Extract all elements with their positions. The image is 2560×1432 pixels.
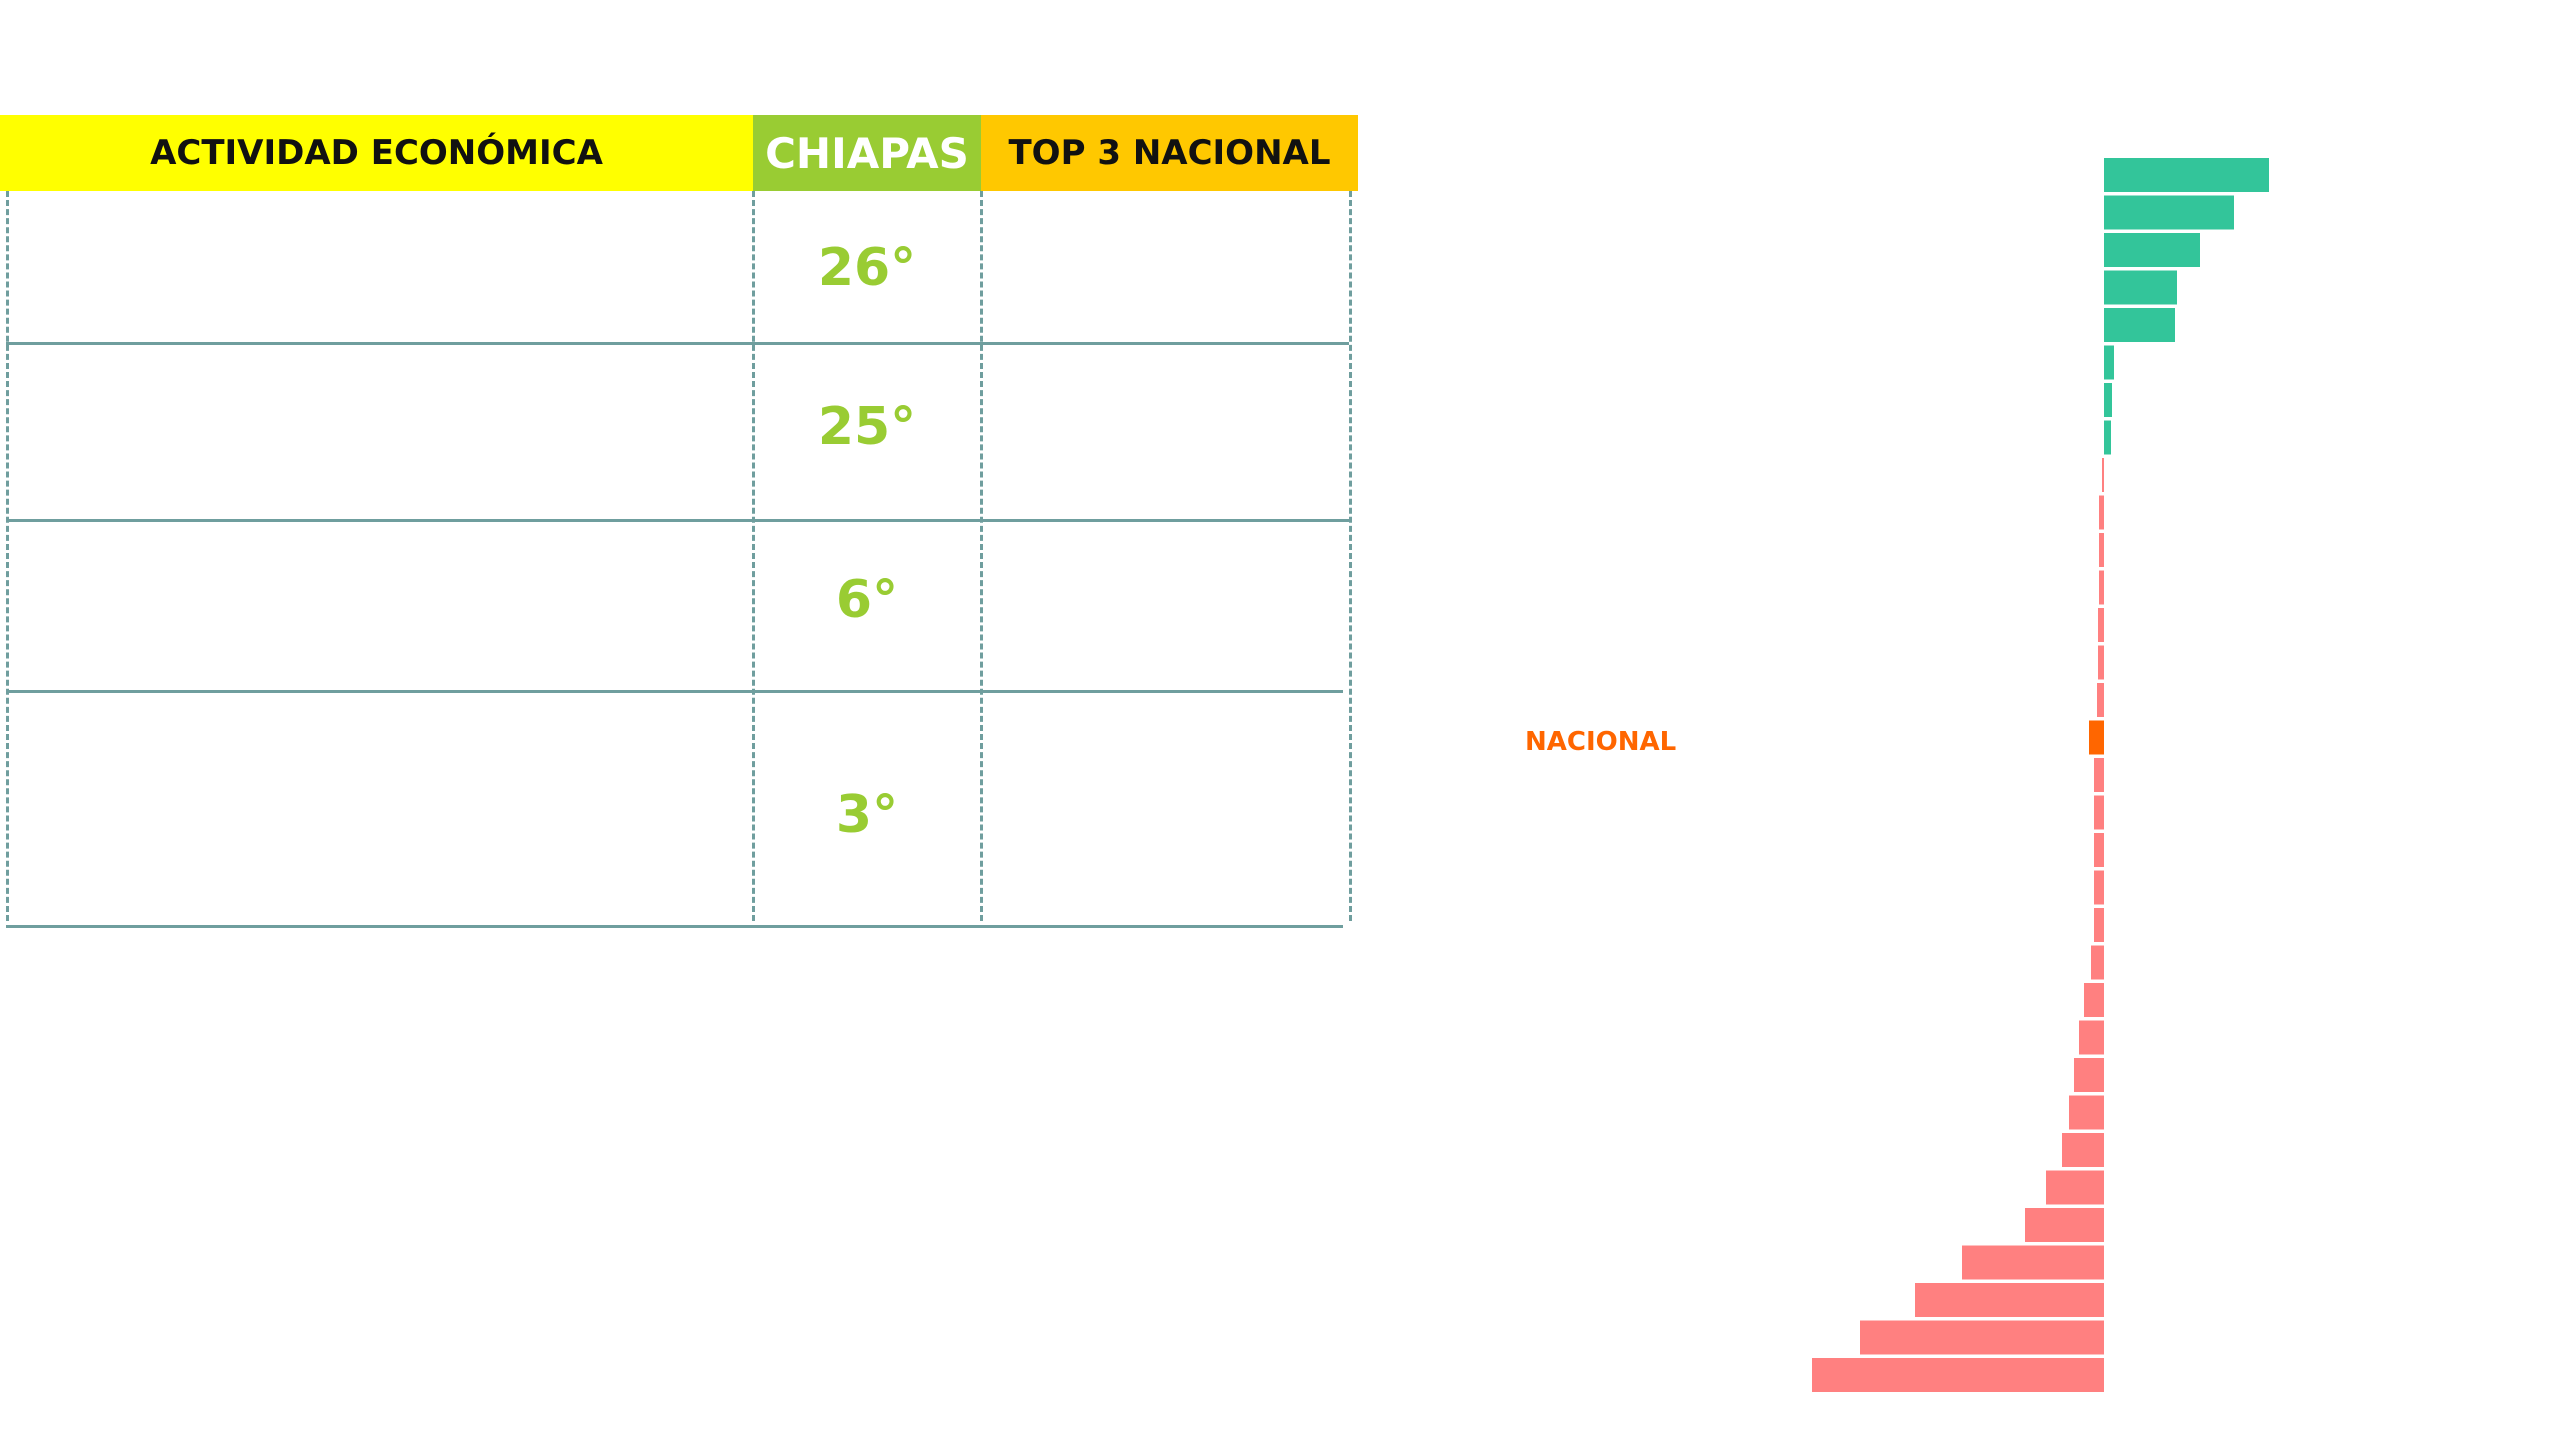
- rank-row-3: 6°: [835, 570, 899, 630]
- bar-17: [2094, 758, 2104, 792]
- table-row-divider-1: [6, 342, 1349, 345]
- bar-19: [2094, 833, 2104, 867]
- table-row-divider-4: [6, 925, 1343, 928]
- bar-33: [1812, 1358, 2104, 1392]
- rank-row-1: 26°: [817, 238, 917, 298]
- table-row-divider-2: [6, 519, 1349, 522]
- bar-4: [2104, 270, 2177, 305]
- header-chiapas: CHIAPAS: [753, 115, 981, 191]
- bar-24: [2079, 1020, 2104, 1055]
- table-divider-right: [1349, 191, 1352, 921]
- bar-27: [2062, 1133, 2104, 1167]
- table-divider-left: [6, 191, 9, 921]
- bar-11: [2099, 533, 2104, 567]
- bar-21: [2094, 908, 2104, 942]
- rank-row-4: 3°: [835, 785, 899, 845]
- bar-32: [1860, 1320, 2104, 1355]
- bar-2: [2104, 195, 2234, 230]
- bar-26: [2069, 1095, 2104, 1130]
- bar-13: [2098, 608, 2104, 642]
- bar-7: [2104, 383, 2112, 417]
- bar-25: [2074, 1058, 2104, 1092]
- bar-6: [2104, 345, 2114, 380]
- bar-22: [2091, 945, 2104, 980]
- table-divider-2: [980, 191, 983, 921]
- bar-28: [2046, 1170, 2104, 1205]
- national-label: NACIONAL: [1525, 727, 1677, 757]
- bar-10: [2099, 495, 2104, 530]
- table-row-divider-3: [6, 690, 1343, 693]
- bar-5: [2104, 308, 2175, 342]
- bar-1: [2104, 158, 2269, 192]
- bar-9: [2102, 458, 2104, 492]
- header-actividad: ACTIVIDAD ECONÓMICA: [0, 115, 753, 191]
- bar-20: [2094, 870, 2104, 905]
- bar-3: [2104, 233, 2200, 267]
- bar-23: [2084, 983, 2104, 1017]
- bar-31: [1915, 1283, 2104, 1317]
- bar-8: [2104, 420, 2111, 455]
- bar-15: [2097, 683, 2104, 717]
- rank-row-2: 25°: [817, 397, 917, 457]
- bar-29: [2025, 1208, 2104, 1242]
- header-top3-nacional: TOP 3 NACIONAL: [981, 115, 1358, 191]
- table-divider-1: [752, 191, 755, 921]
- bar-18: [2094, 795, 2104, 830]
- bar-30: [1962, 1245, 2104, 1280]
- bar-12: [2099, 570, 2104, 605]
- bar-nacional: [2089, 720, 2104, 755]
- bar-14: [2098, 645, 2104, 680]
